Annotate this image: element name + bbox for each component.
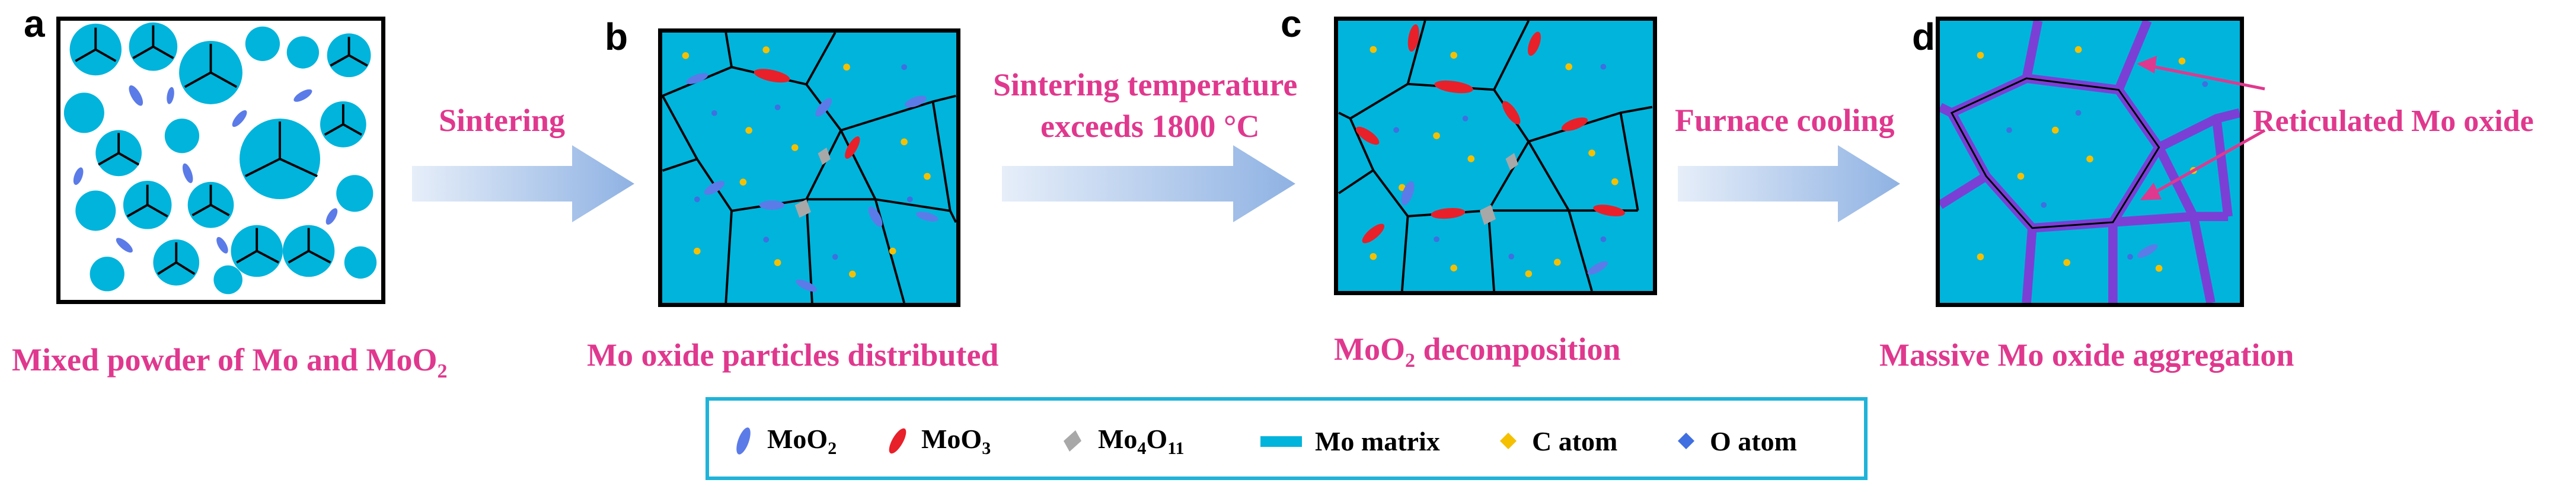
legend-label-o-atom: O atom	[1710, 426, 1797, 456]
o-atom-dot-icon	[1678, 433, 1694, 449]
panel-c-decomposition	[1334, 17, 1657, 295]
panel-letter-b: b	[605, 15, 628, 58]
legend-label-c-atom: C atom	[1532, 426, 1618, 456]
panel-d-grain-diagram	[1940, 21, 2240, 303]
caption-d: Massive Mo oxide aggregation	[1879, 337, 2294, 373]
arrow-3-icon	[1678, 145, 1900, 222]
caption-b: Mo oxide particles distributed	[587, 337, 999, 373]
caption-c-tail: decomposition	[1415, 331, 1621, 367]
callout-reticulated-mo-oxide: Reticulated Mo oxide	[2253, 104, 2534, 138]
c-atom-dot-icon	[1500, 433, 1517, 449]
arrow-2-icon	[1002, 145, 1295, 222]
moo2-ellipse-icon	[736, 427, 751, 455]
panel-c-grain-diagram	[1338, 21, 1653, 291]
legend-label-moo3: MoO3	[921, 424, 991, 459]
panel-b-grain-diagram	[662, 33, 956, 303]
panel-d-aggregation	[1936, 17, 2244, 307]
legend-label-moo2: MoO2	[767, 424, 837, 459]
moo3-ellipse-icon	[889, 428, 906, 454]
powder-diagram	[63, 22, 377, 295]
legend-label-mo-matrix: Mo matrix	[1315, 426, 1440, 456]
panel-letter-c: c	[1281, 2, 1302, 45]
callout-pointer-icon	[2137, 56, 2266, 200]
legend-item-o-atom: O atom	[1675, 423, 1797, 459]
caption-a-subscript: 2	[437, 360, 448, 382]
arrow-2-label-line2: exceeds 1800 °C	[1040, 108, 1260, 144]
panel-letter-a: a	[24, 2, 45, 45]
legend: MoO2 MoO3 Mo4O11 Mo matrix C atom O atom	[706, 397, 1868, 480]
caption-c: MoO2 decomposition	[1334, 331, 1621, 372]
caption-d-text: Massive Mo oxide aggregation	[1879, 337, 2294, 373]
mo4o11-parallelogram-icon	[1064, 430, 1081, 452]
caption-c-text: MoO	[1334, 331, 1405, 367]
panel-b-distributed	[658, 28, 960, 307]
panel-a-powder	[56, 17, 385, 304]
caption-a: Mixed powder of Mo and MoO2	[12, 342, 448, 382]
legend-item-mo4o11: Mo4O11	[1059, 423, 1185, 459]
caption-c-subscript: 2	[1404, 349, 1415, 372]
mo-matrix-rect-icon	[1260, 436, 1302, 447]
legend-item-moo3: MoO3	[887, 423, 991, 459]
legend-item-c-atom: C atom	[1498, 423, 1617, 459]
arrow-3-label: Furnace cooling	[1675, 103, 1895, 138]
panel-letter-d: d	[1912, 15, 1936, 58]
arrow-2-label-line1: Sintering temperature	[993, 67, 1298, 103]
arrow-1-icon	[412, 145, 634, 222]
caption-a-text: Mixed powder of Mo and MoO	[12, 342, 438, 378]
caption-b-text: Mo oxide particles distributed	[587, 337, 999, 373]
legend-item-moo2: MoO2	[733, 423, 837, 459]
legend-item-mo-matrix: Mo matrix	[1260, 423, 1440, 459]
arrow-1-label: Sintering	[439, 103, 566, 138]
legend-label-mo4o11: Mo4O11	[1098, 424, 1185, 459]
